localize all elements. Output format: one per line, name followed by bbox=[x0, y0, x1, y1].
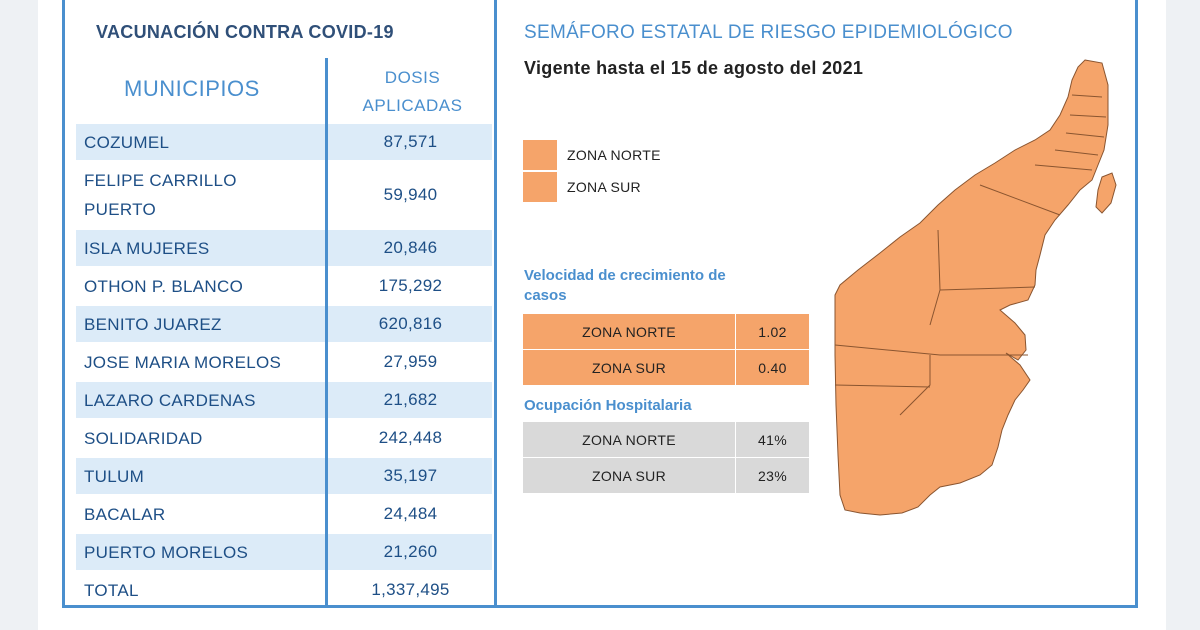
dosis-value: 620,816 bbox=[378, 314, 443, 333]
municipio-name: BACALAR bbox=[84, 504, 166, 524]
ocupacion-label: Ocupación Hospitalaria bbox=[524, 397, 692, 414]
municipio-name-line1: FELIPE CARRILLO bbox=[84, 171, 237, 190]
value-cell: 0.40 bbox=[735, 349, 810, 386]
table-row: COZUMEL 87,571 bbox=[76, 124, 492, 160]
legend-label: ZONA SUR bbox=[567, 179, 641, 195]
legend-item-norte: ZONA NORTE bbox=[523, 140, 661, 170]
municipio-name: SOLIDARIDAD bbox=[84, 428, 203, 448]
value-cell: 41% bbox=[735, 421, 810, 458]
legend-item-sur: ZONA SUR bbox=[523, 172, 641, 202]
total-label: TOTAL bbox=[84, 580, 139, 600]
dosis-header-line2: APLICADAS bbox=[362, 96, 463, 115]
velocidad-label-line2: casos bbox=[524, 287, 567, 304]
municipios-header: MUNICIPIOS bbox=[124, 76, 260, 101]
table-row: PUERTO MORELOS 21,260 bbox=[76, 534, 492, 570]
municipio-name: TULUM bbox=[84, 466, 145, 486]
dosis-value: 242,448 bbox=[378, 428, 443, 447]
velocidad-label-line1: Velocidad de crecimiento de bbox=[524, 267, 726, 284]
legend-swatch bbox=[523, 172, 557, 202]
table-row: BENITO JUAREZ 620,816 bbox=[76, 306, 492, 342]
total-value: 1,337,495 bbox=[371, 580, 450, 599]
dosis-value: 20,846 bbox=[383, 238, 438, 257]
quintana-roo-map bbox=[834, 59, 1117, 516]
table-row: FELIPE CARRILLO PUERTO 59,940 bbox=[76, 162, 492, 228]
municipio-name: JOSE MARIA MORELOS bbox=[84, 352, 282, 372]
municipio-name: PUERTO MORELOS bbox=[84, 542, 249, 562]
vaccination-title: VACUNACIÓN CONTRA COVID-19 bbox=[96, 22, 394, 42]
dosis-value: 87,571 bbox=[383, 132, 438, 151]
semaforo-validity: Vigente hasta el 15 de agosto del 2021 bbox=[524, 58, 864, 78]
dosis-value: 24,484 bbox=[383, 504, 438, 523]
table-row: SOLIDARIDAD 242,448 bbox=[76, 420, 492, 456]
dosis-value: 175,292 bbox=[378, 276, 443, 295]
dosis-value: 35,197 bbox=[383, 466, 438, 485]
table-row: ZONA NORTE 41% bbox=[522, 421, 810, 458]
zona-cell: ZONA NORTE bbox=[522, 313, 736, 350]
total-row: TOTAL 1,337,495 bbox=[76, 572, 492, 608]
dosis-value: 59,940 bbox=[383, 185, 438, 204]
municipio-name: FELIPE CARRILLO PUERTO bbox=[76, 166, 326, 224]
municipio-name-line2: PUERTO bbox=[84, 200, 157, 219]
table-row: ZONA SUR 23% bbox=[522, 457, 810, 494]
municipio-name: COZUMEL bbox=[84, 132, 170, 152]
panel-divider bbox=[494, 0, 497, 608]
table-row: ISLA MUJERES 20,846 bbox=[76, 230, 492, 266]
table-row: ZONA SUR 0.40 bbox=[522, 349, 810, 386]
table-row: BACALAR 24,484 bbox=[76, 496, 492, 532]
zona-cell: ZONA NORTE bbox=[522, 421, 736, 458]
table-row: ZONA NORTE 1.02 bbox=[522, 313, 810, 350]
zona-cell: ZONA SUR bbox=[522, 457, 736, 494]
value-cell: 23% bbox=[735, 457, 810, 494]
semaforo-title: SEMÁFORO ESTATAL DE RIESGO EPIDEMIOLÓGIC… bbox=[524, 22, 1013, 43]
municipal-borders bbox=[834, 94, 1107, 416]
column-separator bbox=[325, 58, 328, 608]
legend-label: ZONA NORTE bbox=[567, 147, 661, 163]
dosis-header: DOSIS APLICADAS bbox=[330, 64, 495, 120]
table-row: JOSE MARIA MORELOS 27,959 bbox=[76, 344, 492, 380]
value-cell: 1.02 bbox=[735, 313, 810, 350]
state-outline bbox=[834, 59, 1109, 516]
velocidad-table: ZONA NORTE 1.02 ZONA SUR 0.40 bbox=[522, 313, 810, 386]
cozumel-island bbox=[1095, 172, 1117, 214]
dosis-header-line1: DOSIS bbox=[384, 68, 441, 87]
municipio-name: LAZARO CARDENAS bbox=[84, 390, 256, 410]
legend-swatch bbox=[523, 140, 557, 170]
municipio-name: OTHON P. BLANCO bbox=[84, 276, 244, 296]
municipio-name: BENITO JUAREZ bbox=[84, 314, 222, 334]
velocidad-label: Velocidad de crecimiento de casos bbox=[524, 266, 726, 306]
table-row: LAZARO CARDENAS 21,682 bbox=[76, 382, 492, 418]
ocupacion-table: ZONA NORTE 41% ZONA SUR 23% bbox=[522, 421, 810, 494]
dosis-value: 21,682 bbox=[383, 390, 438, 409]
municipio-name: ISLA MUJERES bbox=[84, 238, 210, 258]
table-row: TULUM 35,197 bbox=[76, 458, 492, 494]
table-row: OTHON P. BLANCO 175,292 bbox=[76, 268, 492, 304]
dosis-value: 27,959 bbox=[383, 352, 438, 371]
dosis-value: 21,260 bbox=[383, 542, 438, 561]
zona-cell: ZONA SUR bbox=[522, 349, 736, 386]
